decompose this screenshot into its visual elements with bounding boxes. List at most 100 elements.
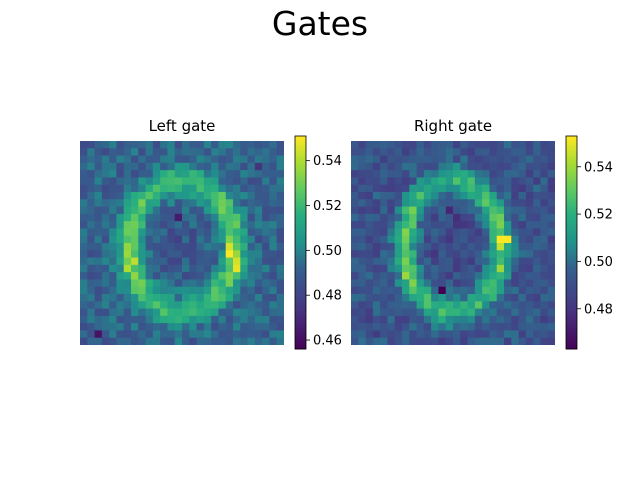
right-gate-heatmap-cell: [489, 206, 498, 215]
right-gate-heatmap-cell: [474, 264, 483, 273]
left-gate-heatmap-cell: [225, 184, 234, 193]
right-gate-heatmap-cell: [460, 243, 468, 251]
right-gate-heatmap-cell: [402, 286, 410, 295]
left-gate-heatmap-cell: [160, 148, 168, 156]
right-gate-heatmap-cell: [467, 199, 476, 207]
right-gate-heatmap-cell: [438, 155, 447, 164]
right-gate-heatmap-cell: [533, 294, 541, 302]
left-gate-heatmap-cell: [240, 148, 248, 156]
left-gate-colorbar-segment: [295, 182, 306, 186]
right-gate-heatmap-cell: [460, 213, 468, 222]
right-gate-heatmap-cell: [453, 243, 461, 251]
left-gate-heatmap-cell: [211, 264, 219, 273]
right-gate-heatmap-cell: [445, 330, 454, 339]
right-gate-colorbar-segment: [566, 317, 577, 320]
left-gate-heatmap-cell: [269, 148, 278, 156]
left-gate-heatmap-cell: [196, 330, 205, 339]
right-gate-heatmap-cell: [460, 206, 468, 215]
right-gate-heatmap-cell: [489, 315, 498, 324]
right-gate-heatmap-cell: [358, 264, 366, 273]
right-gate-heatmap-cell: [431, 315, 439, 324]
right-gate-heatmap-cell: [482, 272, 490, 280]
right-gate-heatmap-cell: [504, 257, 512, 266]
left-gate-heatmap-cell: [240, 315, 248, 324]
left-gate-heatmap-cell: [160, 162, 168, 171]
right-gate-heatmap-cell: [489, 155, 498, 164]
right-gate-heatmap-cell: [511, 294, 519, 302]
left-gate-heatmap-cell: [123, 213, 132, 222]
right-gate-heatmap-cell: [540, 228, 549, 237]
right-gate-heatmap-cell: [409, 228, 417, 237]
left-gate-heatmap-cell: [80, 337, 88, 345]
left-gate-heatmap-cell: [138, 315, 146, 324]
right-gate-heatmap-cell: [438, 235, 447, 244]
left-gate-heatmap-cell: [80, 170, 88, 178]
right-gate-heatmap-cell: [460, 141, 468, 149]
left-gate-heatmap-cell: [123, 199, 132, 207]
left-gate-heatmap-cell: [189, 279, 197, 288]
right-gate-heatmap-cell: [496, 308, 505, 317]
left-gate-heatmap-cell: [94, 315, 103, 324]
left-gate-heatmap-cell: [203, 141, 212, 149]
right-gate-colorbar-segment: [566, 334, 577, 337]
left-gate-heatmap-cell: [145, 294, 154, 302]
left-gate-heatmap-cell: [152, 148, 161, 156]
right-gate-heatmap-cell: [402, 257, 410, 266]
right-gate-colorbar-segment: [566, 170, 577, 173]
right-gate-heatmap-cell: [351, 264, 359, 273]
left-gate-heatmap-cell: [189, 235, 197, 244]
left-gate-heatmap-cell: [131, 221, 139, 229]
left-gate-heatmap-cell: [276, 213, 284, 222]
right-gate-heatmap-cell: [504, 199, 512, 207]
left-gate-heatmap-cell: [254, 294, 263, 302]
right-gate-heatmap-cell: [467, 221, 476, 229]
right-gate-heatmap-cell: [525, 213, 534, 222]
left-gate-heatmap-cell: [160, 177, 168, 186]
left-gate-heatmap-cell: [247, 315, 256, 324]
left-gate-heatmap-cell: [240, 257, 248, 266]
left-gate-heatmap-cell: [269, 184, 278, 193]
right-gate-heatmap-cell: [402, 264, 410, 273]
right-gate-heatmap-cell: [511, 243, 519, 251]
right-gate-heatmap-cell: [511, 155, 519, 164]
left-gate-heatmap-cell: [203, 192, 212, 200]
left-gate-heatmap-cell: [87, 141, 95, 149]
right-gate-heatmap-cell: [438, 199, 447, 207]
left-gate-heatmap-cell: [276, 235, 284, 244]
left-gate-heatmap-cell: [160, 206, 168, 215]
left-gate-heatmap-cell: [167, 155, 176, 164]
right-gate-heatmap-cell: [453, 308, 461, 317]
left-gate-heatmap-cell: [218, 243, 227, 251]
left-gate-heatmap-cell: [269, 250, 278, 258]
left-gate-heatmap-cell: [87, 257, 95, 266]
left-gate-heatmap-cell: [211, 257, 219, 266]
left-gate-heatmap-cell: [160, 308, 168, 317]
left-gate-colorbar-segment: [295, 300, 306, 303]
left-gate-heatmap-cell: [123, 286, 132, 295]
left-gate-heatmap-cell: [174, 141, 183, 149]
left-gate-heatmap-cell: [189, 243, 197, 251]
left-gate-colorbar-segment: [295, 257, 306, 261]
right-gate-heatmap-cell: [358, 279, 366, 288]
right-gate-heatmap-cell: [409, 330, 417, 339]
left-gate-heatmap-cell: [262, 199, 270, 207]
right-gate-heatmap-cell: [453, 294, 461, 302]
left-gate-heatmap-cell: [109, 257, 117, 266]
right-gate-heatmap-cell: [380, 221, 388, 229]
right-gate-heatmap-cell: [504, 264, 512, 273]
right-gate-heatmap-cell: [525, 308, 534, 317]
right-gate-heatmap-cell: [489, 199, 498, 207]
right-gate-heatmap-cell: [431, 148, 439, 156]
right-gate-heatmap-cell: [518, 221, 527, 229]
left-gate-heatmap-cell: [233, 235, 241, 244]
left-gate-heatmap-cell: [218, 323, 227, 331]
left-gate-colorbar-segment: [295, 244, 306, 248]
left-gate-heatmap-cell: [101, 162, 110, 171]
left-gate-heatmap-cell: [182, 206, 190, 215]
right-gate-heatmap-cell: [438, 315, 447, 324]
left-gate-heatmap-cell: [145, 235, 154, 244]
left-gate-heatmap-cell: [240, 206, 248, 215]
right-gate-heatmap-cell: [351, 301, 359, 309]
left-gate-heatmap-cell: [196, 228, 205, 237]
right-gate-heatmap-cell: [358, 243, 366, 251]
